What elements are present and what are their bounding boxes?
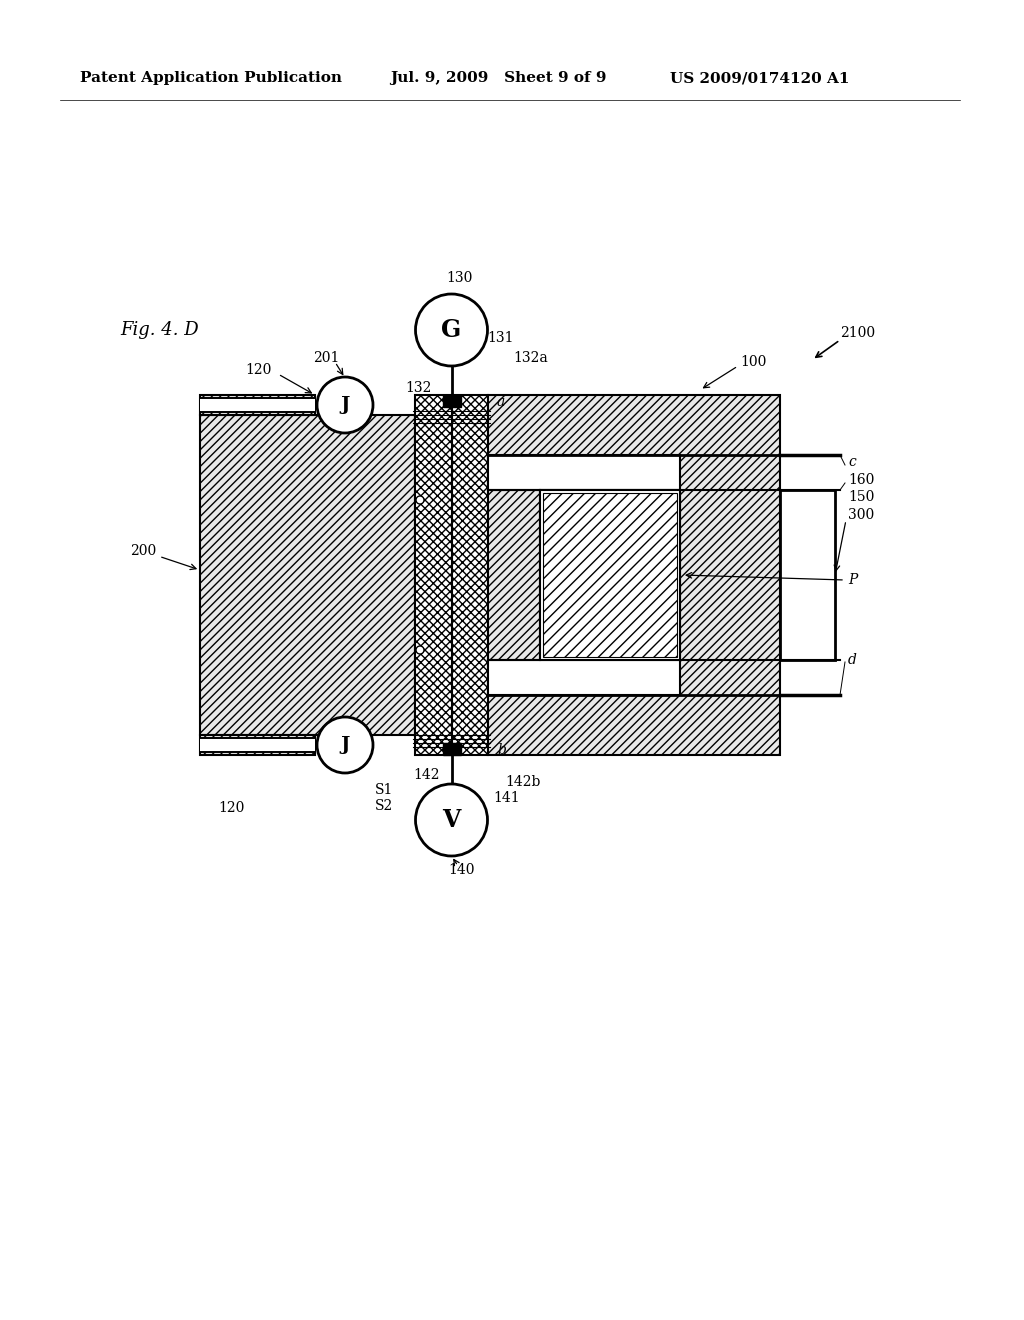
Text: Jul. 9, 2009   Sheet 9 of 9: Jul. 9, 2009 Sheet 9 of 9 (390, 71, 606, 84)
Text: 160: 160 (848, 473, 874, 487)
Text: 200: 200 (130, 544, 196, 569)
Text: 141: 141 (493, 791, 519, 805)
Bar (415, 395, 488, 755)
Text: d: d (848, 653, 857, 667)
Text: 130: 130 (445, 271, 472, 285)
Text: 2100: 2100 (840, 326, 876, 341)
Text: P: P (848, 573, 857, 587)
Text: 140: 140 (449, 863, 474, 876)
Bar (543, 492, 677, 657)
Text: J: J (340, 737, 349, 754)
Bar (442, 743, 461, 755)
Circle shape (416, 645, 424, 653)
Text: 142: 142 (413, 768, 439, 781)
Bar (200, 738, 315, 752)
Bar (442, 395, 461, 407)
Text: Fig. 4. D: Fig. 4. D (120, 321, 199, 339)
Text: 150: 150 (848, 490, 874, 504)
Text: 120: 120 (245, 363, 271, 378)
Bar (200, 735, 315, 755)
Text: 131: 131 (487, 331, 513, 345)
Text: 120: 120 (218, 801, 245, 814)
Bar (200, 395, 315, 414)
Circle shape (317, 717, 373, 774)
Text: a: a (497, 395, 505, 409)
Circle shape (317, 378, 373, 433)
Text: US 2009/0174120 A1: US 2009/0174120 A1 (670, 71, 850, 84)
Text: V: V (442, 808, 461, 832)
Text: 300: 300 (848, 508, 874, 521)
Text: 132: 132 (406, 381, 431, 395)
Text: 100: 100 (740, 355, 766, 370)
Bar (200, 399, 315, 412)
Text: b: b (497, 743, 506, 756)
Text: S1: S1 (375, 783, 393, 797)
Text: 201: 201 (313, 351, 339, 366)
Bar (200, 414, 415, 735)
Text: J: J (340, 396, 349, 414)
Text: Patent Application Publication: Patent Application Publication (80, 71, 342, 84)
Text: c: c (848, 455, 856, 469)
Text: S2: S2 (375, 799, 393, 813)
Bar (488, 395, 780, 755)
Bar (540, 490, 680, 660)
Bar (488, 660, 680, 696)
Bar (780, 490, 835, 660)
Text: 132a: 132a (513, 351, 548, 366)
Circle shape (416, 294, 487, 366)
Bar (540, 490, 680, 660)
Text: 142b: 142b (505, 775, 541, 789)
Text: G: G (441, 318, 462, 342)
Bar (548, 498, 678, 655)
Bar (488, 455, 680, 490)
Circle shape (416, 496, 424, 504)
Circle shape (416, 784, 487, 855)
